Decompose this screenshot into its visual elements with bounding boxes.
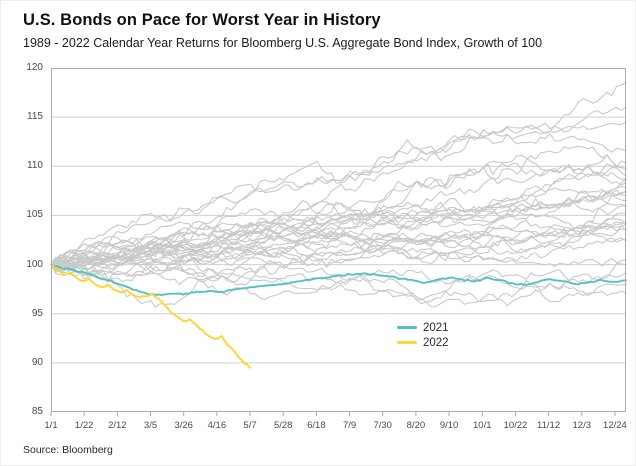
legend-label-2021: 2021 [423, 321, 449, 334]
series-1994-line [50, 264, 627, 308]
y-axis-tick-label: 95 [31, 307, 43, 319]
y-axis-tick-label: 85 [31, 406, 43, 417]
x-axis-tick-label: 9/10 [439, 420, 459, 431]
x-axis-tick-label: 6/18 [307, 420, 326, 431]
series-2022-line [50, 263, 251, 369]
y-axis-tick-label: 115 [27, 111, 43, 123]
series-2000-line [50, 133, 627, 266]
x-axis-tick-label: 7/30 [373, 420, 392, 431]
source-note: Source: Bloomberg [23, 444, 113, 456]
series-2008-line [50, 212, 627, 308]
x-axis-tick-label: 5/28 [273, 420, 293, 431]
y-axis-tick-label: 120 [26, 62, 43, 73]
series-2017-line [50, 225, 627, 276]
x-axis-tick-label: 3/5 [143, 420, 158, 431]
legend-label-2022: 2022 [423, 336, 449, 349]
series-2012-line [50, 218, 627, 283]
series-2021-line [50, 263, 627, 297]
plot-border [51, 68, 626, 412]
series-1998-line [50, 165, 627, 271]
x-axis-tick-label: 12/24 [603, 420, 627, 431]
series-2020-line [50, 190, 627, 271]
series-1995-line [50, 82, 627, 266]
series-2019-line [50, 178, 627, 272]
x-axis-tick-label: 2/12 [108, 420, 127, 431]
y-axis-tick-label: 110 [27, 160, 43, 172]
series-2001-line [50, 173, 627, 266]
page-subtitle: 1989 - 2022 Calendar Year Returns for Bl… [23, 36, 543, 50]
x-axis-tick-label: 5/7 [243, 420, 257, 431]
page-title: U.S. Bonds on Pace for Worst Year in His… [23, 11, 381, 29]
series-2013-line [50, 264, 627, 296]
x-axis-tick-label: 12/3 [572, 420, 592, 431]
legend-swatch-2021 [397, 326, 417, 329]
series-1993-line [50, 145, 627, 268]
x-axis-tick-label: 11/12 [537, 420, 561, 431]
y-axis-tick-label: 105 [26, 209, 43, 221]
y-axis-tick-label: 100 [26, 258, 43, 270]
returns-line-chart [50, 68, 627, 416]
x-axis-tick-label: 8/20 [406, 420, 426, 431]
x-axis-tick-label: 10/1 [473, 420, 492, 431]
x-axis-tick-label: 1/1 [44, 420, 58, 431]
series-2018-line [50, 248, 627, 272]
series-2014-line [50, 197, 627, 266]
y-axis-tick-label: 90 [31, 356, 43, 368]
x-axis-tick-label: 3/26 [174, 420, 193, 431]
legend-entry-2022: 2022 [397, 335, 449, 350]
x-axis-tick-label: 4/16 [207, 420, 227, 431]
series-1996-line [50, 221, 627, 266]
x-axis-tick-label: 7/9 [342, 420, 357, 431]
legend-entry-2021: 2021 [397, 320, 449, 335]
legend-swatch-2022 [397, 341, 417, 344]
chart-legend: 2021 2022 [397, 320, 449, 350]
x-axis-tick-label: 10/22 [503, 420, 528, 431]
x-axis-tick-label: 1/22 [74, 420, 94, 431]
